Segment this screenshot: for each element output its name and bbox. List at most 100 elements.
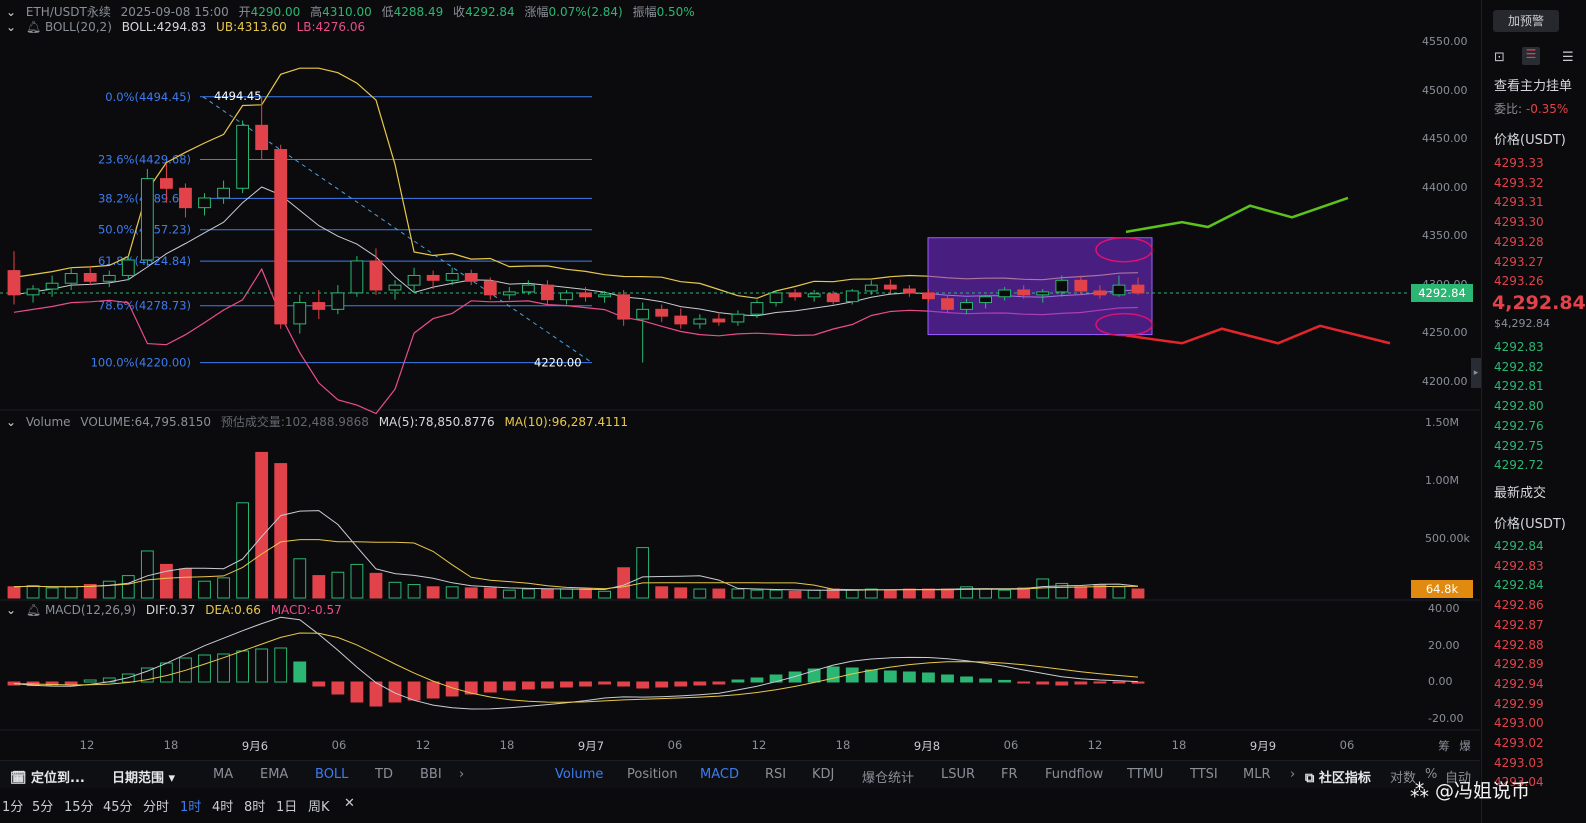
macd-histogram-bar [1074,681,1088,685]
bid-row[interactable]: 4292.72 [1494,458,1544,473]
main-indicator-bbi[interactable]: BBI [420,767,442,782]
volume-bar [160,563,173,599]
sub-indicator-tab[interactable]: RSI [765,767,787,782]
main-indicator-ma[interactable]: MA [213,767,234,782]
macd-dea-line [13,632,1139,703]
auto-scale-toggle[interactable]: 自动 [1445,771,1472,786]
timeframe-button[interactable]: 15分 [64,800,94,815]
macd-histogram-bar [274,647,288,683]
sub-indicator-tab[interactable]: KDJ [812,767,835,782]
volume-bar [407,584,421,599]
bid-row[interactable]: 4292.83 [1494,340,1544,354]
sub-indicator-tab[interactable]: Position [627,767,678,782]
ask-row[interactable]: 4293.32 [1494,175,1544,190]
sub-indicator-tab[interactable]: LSUR [941,767,976,782]
trade-row: 4292.87 [1494,617,1544,632]
add-alert-button[interactable]: 加预警 [1493,10,1559,32]
collapse-arrow-icon[interactable]: ⌄ [6,415,17,429]
macd-histogram-bar [598,681,611,685]
bid-row[interactable]: 4292.82 [1494,359,1544,374]
macd-histogram-bar [464,681,478,695]
timeframe-button[interactable]: 周K [308,800,330,815]
macd-axis-label: 20.00 [1428,638,1460,652]
timeframe-button[interactable]: 1时 [180,800,202,815]
volume-bar [102,580,116,599]
candle-body [636,308,650,320]
main-indicator-td[interactable]: TD [375,767,393,782]
view-main-orders-link[interactable]: 查看主力挂单 [1494,79,1573,94]
ask-row[interactable]: 4293.33 [1494,156,1544,170]
timeframe-button[interactable]: 1分 [2,800,24,815]
collapse-arrow-icon[interactable]: ⌄ [6,20,17,34]
ask-row[interactable]: 4293.30 [1494,215,1544,230]
bid-row[interactable]: 4292.75 [1494,438,1544,453]
volume-bar [369,572,383,599]
sub-indicator-tab[interactable]: Volume [555,767,604,782]
close-icon[interactable]: ✕ [344,796,355,811]
candle-body [426,274,440,281]
timeframe-button[interactable]: 分时 [143,800,170,815]
bell-icon[interactable]: 🔔︎ [25,20,42,34]
bell-icon[interactable]: 🔔︎ [25,603,42,617]
collapse-arrow-icon[interactable]: ⌄ [6,5,17,19]
sub-indicator-tab[interactable]: FR [1001,767,1018,782]
trade-row: 4293.02 [1494,736,1544,750]
sub-indicator-tab[interactable]: TTMU [1127,767,1164,782]
layout-icon[interactable]: ⊡ [1494,50,1505,65]
timeframe-button[interactable]: 1日 [276,800,298,815]
collapse-arrow-icon[interactable]: ⌄ [6,603,17,617]
axis-tool-button[interactable]: 爆 [1459,739,1471,753]
timeframe-button[interactable]: 8时 [244,800,266,815]
ask-row[interactable]: 4293.26 [1494,274,1544,289]
sub-indicator-tab[interactable]: TTSI [1190,767,1218,782]
close-value: 4292.84 [465,5,515,19]
latest-trades-title[interactable]: 最新成交 [1494,486,1547,501]
timeframe-button[interactable]: 5分 [32,800,54,815]
chevron-right-icon[interactable]: › [459,767,465,782]
sub-indicator-tab[interactable]: MACD [700,767,739,782]
high-label: 高 [310,5,323,19]
log-scale-toggle[interactable]: 对数 [1390,771,1417,786]
boll-indicator-label[interactable]: BOLL(20,2) [44,20,112,34]
panel-collapse-handle[interactable]: ▸ [1471,358,1481,388]
trade-row: 4292.94 [1494,676,1544,691]
candle-body [1017,289,1031,296]
candle-body [1093,290,1107,296]
bid-row[interactable]: 4292.76 [1494,418,1544,433]
bid-row[interactable]: 4292.81 [1494,379,1544,394]
sub-indicator-tab[interactable]: 爆仓统计 [862,771,915,786]
macd-indicator-label[interactable]: MACD(12,26,9) [44,603,137,617]
candle-body [293,302,307,325]
main-indicator-ema[interactable]: EMA [260,767,289,782]
timeframe-button[interactable]: 45分 [103,800,133,815]
main-indicator-boll[interactable]: BOLL [315,767,349,782]
kline-chart-canvas[interactable]: 0.0%(4494.45)23.6%(4429.68)38.2%(4389.61… [0,0,1480,760]
last-price-tag: 4292.84 [1411,284,1473,302]
boll-lower-value: LB:4276.06 [296,20,366,34]
orderbook-mode-icon-2[interactable]: ☰ [1562,50,1574,65]
candle-body [140,178,154,261]
locate-to-button[interactable]: 🗓︎ 定位到... [10,771,85,786]
volume-bar [350,563,364,599]
macd-histogram-bar [617,681,631,687]
candle-body [941,298,954,310]
trade-row: 4292.83 [1494,558,1544,573]
timeframe-button[interactable]: 4时 [212,800,234,815]
macd-histogram-bar [750,677,764,683]
forecast-down-line [1125,324,1391,345]
sub-indicator-tab[interactable]: Fundflow [1045,767,1104,782]
sub-indicator-tab[interactable]: MLR [1243,767,1271,782]
ask-row[interactable]: 4293.28 [1494,234,1544,249]
community-indicators-button[interactable]: ⧉ 社区指标 [1305,771,1371,786]
macd-histogram-bar [1036,681,1050,685]
orderbook-mode-icon[interactable]: ☰ [1522,47,1540,65]
date-range-dropdown[interactable]: 日期范围 ▾ [112,771,176,786]
axis-tool-button[interactable]: 筹 [1438,739,1450,753]
chart-area[interactable]: 0.0%(4494.45)23.6%(4429.68)38.2%(4389.61… [0,0,1480,760]
bid-row[interactable]: 4292.80 [1494,399,1544,414]
ask-row[interactable]: 4293.31 [1494,195,1544,210]
ask-row[interactable]: 4293.27 [1494,254,1544,269]
percent-scale-toggle[interactable]: % [1425,767,1438,782]
chevron-right-icon[interactable]: › [1290,767,1296,782]
volume-indicator-label[interactable]: Volume [25,415,71,429]
